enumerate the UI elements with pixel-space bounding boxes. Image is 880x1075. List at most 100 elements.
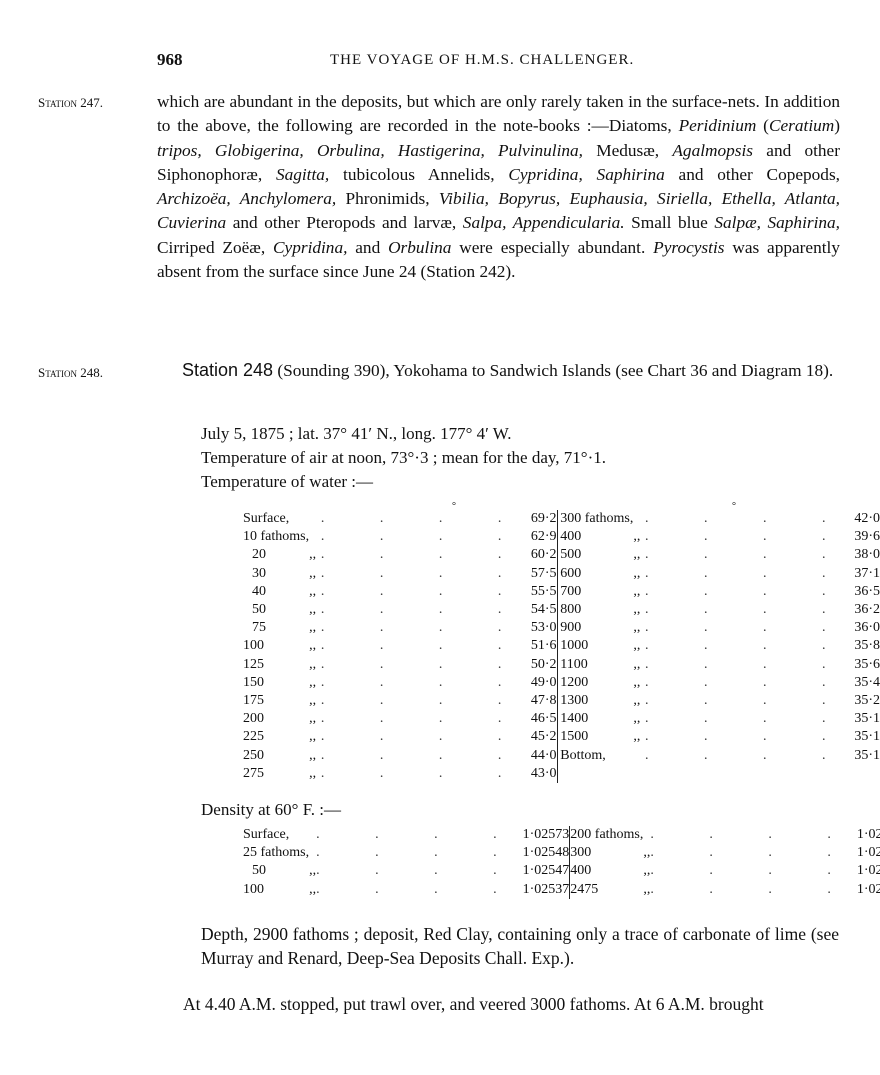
value: 1·02537 — [522, 881, 570, 897]
column-divider — [556, 746, 561, 765]
depth-label: 300 fathoms, — [560, 511, 634, 526]
paragraph-text: and other Copepods, — [664, 164, 840, 184]
depth-label: Bottom, — [560, 747, 606, 763]
ditto-mark: ,, — [633, 620, 641, 636]
ditto-mark: ,, — [633, 729, 641, 745]
column-divider — [556, 582, 561, 602]
value: 35·4 — [854, 674, 880, 690]
value: 35·1 — [854, 711, 880, 727]
leader-dots: . . . . — [316, 827, 523, 842]
value: 35·1 — [854, 747, 880, 763]
station-248-heading-paragraph: Station 248 (Sounding 390), Yokohama to … — [157, 358, 840, 383]
degree-mark: ° — [732, 501, 736, 512]
water-temperature-table: Surface,. . . . 69·2 300 fathoms,. . . . 42… — [243, 510, 880, 784]
ditto-mark: ,, — [643, 845, 651, 861]
leader-dots: . . . . — [320, 511, 528, 526]
ditto-mark — [309, 844, 316, 862]
leader-dots: . . . . — [650, 827, 857, 842]
italic-taxon-text: Ceratium — [768, 116, 835, 136]
italic-taxon-text: Agalmopsis — [672, 140, 754, 160]
paragraph-text: ( — [756, 116, 769, 136]
depth-label: 800 — [560, 602, 582, 618]
degree-mark: ° — [452, 501, 456, 512]
value: 1·02548 — [522, 845, 570, 861]
value: 36·5 — [854, 583, 880, 599]
depth-label: 700 — [560, 583, 582, 599]
water-temperature-heading: Temperature of water :— — [201, 472, 374, 491]
ditto-mark: ,, — [633, 602, 641, 618]
value: 35·6 — [854, 656, 880, 672]
leader-dots: . . . . — [645, 638, 852, 654]
depth-label: 30 — [252, 565, 266, 581]
ditto-mark: ,, — [309, 547, 317, 563]
column-divider — [556, 710, 561, 729]
table-row: 30,,. . . . 57·5 600,,. . . . 37·1 — [243, 564, 880, 583]
value: 1·02520 — [856, 845, 880, 861]
value: 60·2 — [530, 547, 557, 563]
ditto-mark: ,, — [309, 602, 317, 618]
air-temperature-line: Temperature of air at noon, 73°·3 ; mean… — [201, 448, 606, 467]
table-row: 225,,. . . . 45·2 1500,,. . . . 35·1 — [243, 728, 880, 747]
depth-label: 40 — [252, 583, 266, 599]
column-divider — [569, 862, 571, 881]
paragraph-text: Phronimids, — [336, 189, 439, 209]
column-divider — [556, 673, 561, 693]
column-divider — [556, 510, 561, 529]
column-divider — [556, 619, 561, 638]
paragraph-text: and other Pteropods and larvæ, — [226, 213, 463, 233]
station-heading: Station 248 — [182, 360, 274, 380]
ditto-mark: ,, — [309, 711, 317, 727]
ditto-mark: ,, — [309, 729, 317, 745]
column-divider — [556, 564, 561, 583]
depth-label: 200 fathoms, — [570, 827, 644, 842]
italic-taxon-text: Cypridina, — [273, 237, 348, 257]
depth-label: 300 — [570, 845, 592, 861]
value: 69·2 — [530, 511, 557, 526]
leader-dots: . . . . — [645, 620, 852, 636]
table-row: 40,,. . . . 55·5 700,,. . . . 36·5 — [243, 582, 880, 602]
ditto-mark: ,, — [633, 656, 641, 672]
value: 1·02525 — [856, 827, 880, 842]
leader-dots: . . . . — [320, 656, 528, 672]
value: 35·1 — [854, 729, 880, 745]
depth-label: 50 — [252, 602, 266, 618]
leader-dots: . . . . — [320, 711, 528, 727]
value: 62·9 — [530, 529, 557, 545]
depth-label: 1500 — [560, 729, 589, 745]
table-row: Surface,. . . . 69·2 300 fathoms,. . . . 42… — [243, 510, 880, 529]
ditto-mark — [633, 510, 645, 528]
value: 57·5 — [530, 565, 557, 581]
value: 44·0 — [530, 747, 557, 763]
paragraph-text: which are abundant in the deposits, but … — [157, 92, 840, 136]
depth-label: 125 — [243, 656, 264, 672]
paragraph-text: Medusæ, — [582, 140, 673, 160]
paragraph-text: Cirriped Zoëæ, — [157, 237, 273, 257]
ditto-mark: ,, — [309, 674, 317, 690]
column-divider — [556, 546, 561, 565]
leader-dots: . . . . — [645, 711, 852, 727]
table-row: 250,,. . . . 44·0 Bottom,. . . . 35·1 — [243, 746, 880, 765]
paragraph-text: and — [347, 237, 389, 257]
italic-taxon-text: Archizoëa, Anchylomera, — [157, 189, 337, 209]
ditto-mark: ,, — [633, 711, 641, 727]
leader-dots: . . . . — [320, 693, 528, 709]
station-247-paragraph: which are abundant in the deposits, but … — [157, 90, 840, 284]
italic-taxon-text: Cypridina, Saphirina — [508, 164, 665, 184]
leader-dots: . . . . — [320, 547, 528, 563]
italic-taxon-text: Sagitta, — [275, 164, 330, 184]
leader-dots: . . . . — [650, 863, 857, 879]
value: 36·0 — [854, 620, 880, 636]
leader-dots: . . . . — [645, 747, 852, 763]
value: 42·0 — [854, 511, 880, 526]
ditto-mark: ,, — [633, 674, 641, 690]
leader-dots: . . . . — [320, 765, 528, 781]
density-table: Surface,. . . . 1·02573 200 fathoms,. . . … — [243, 826, 880, 899]
column-divider — [556, 764, 561, 784]
italic-taxon-text: Salpæ, Saphirina, — [714, 213, 841, 233]
ditto-mark: ,, — [633, 547, 641, 563]
leader-dots: . . . . — [645, 656, 852, 672]
depth-label: 275 — [243, 765, 264, 781]
margin-label-station-247: Station 247. — [38, 95, 104, 110]
table-row: 125,,. . . . 50·2 1100,,. . . . 35·6 — [243, 655, 880, 674]
